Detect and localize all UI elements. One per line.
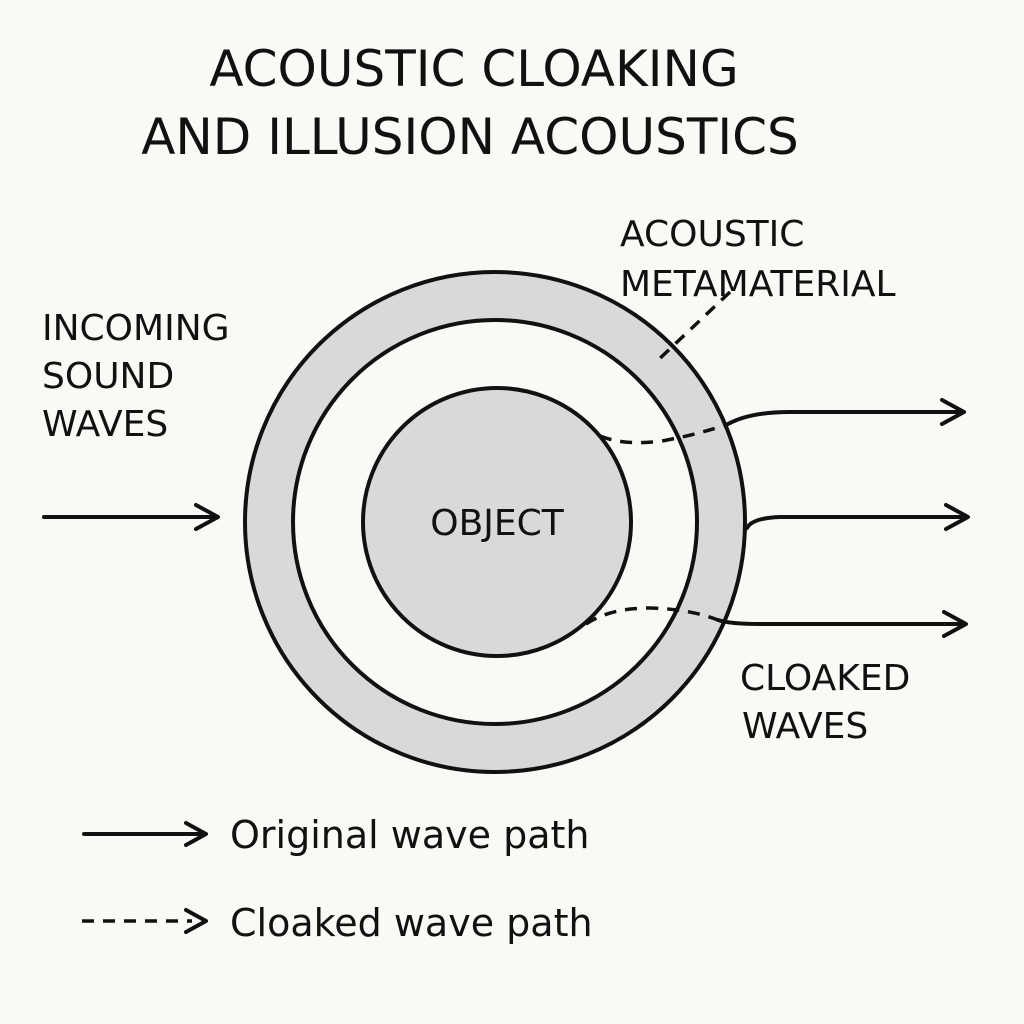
cloaked-label-line-1: CLOAKED [740, 658, 910, 699]
metamaterial-label-line-1: ACOUSTIC [620, 214, 804, 255]
metamaterial-leader-line [654, 290, 732, 364]
diagram-title-line-1: ACOUSTIC CLOAKING [209, 40, 738, 98]
incoming-label-line-3: WAVES [42, 404, 168, 445]
legend: Original wave path Cloaked wave path [82, 813, 593, 945]
legend-original-label: Original wave path [230, 813, 589, 857]
incoming-label-line-1: INCOMING [42, 308, 230, 349]
metamaterial-label-line-2: METAMATERIAL [620, 264, 896, 305]
diagram-title-line-2: AND ILLUSION ACOUSTICS [141, 108, 799, 166]
incoming-label-line-2: SOUND [42, 356, 174, 397]
cloaked-wave-middle [745, 503, 970, 531]
incoming-sound-waves-label: INCOMING SOUND WAVES [42, 308, 230, 445]
cloaked-wave-top [599, 398, 966, 445]
cloaked-waves-label: CLOAKED WAVES [740, 658, 910, 747]
object-circle [361, 386, 633, 658]
legend-cloaked-symbol [82, 908, 208, 934]
incoming-wave-arrow [42, 503, 220, 531]
cloaked-label-line-2: WAVES [742, 706, 868, 747]
cloaked-wave-bottom [585, 606, 968, 638]
legend-cloaked-label: Cloaked wave path [230, 901, 593, 945]
legend-original-symbol [82, 821, 208, 847]
object-label: OBJECT [430, 503, 565, 544]
metamaterial-label: ACOUSTIC METAMATERIAL [620, 214, 896, 305]
